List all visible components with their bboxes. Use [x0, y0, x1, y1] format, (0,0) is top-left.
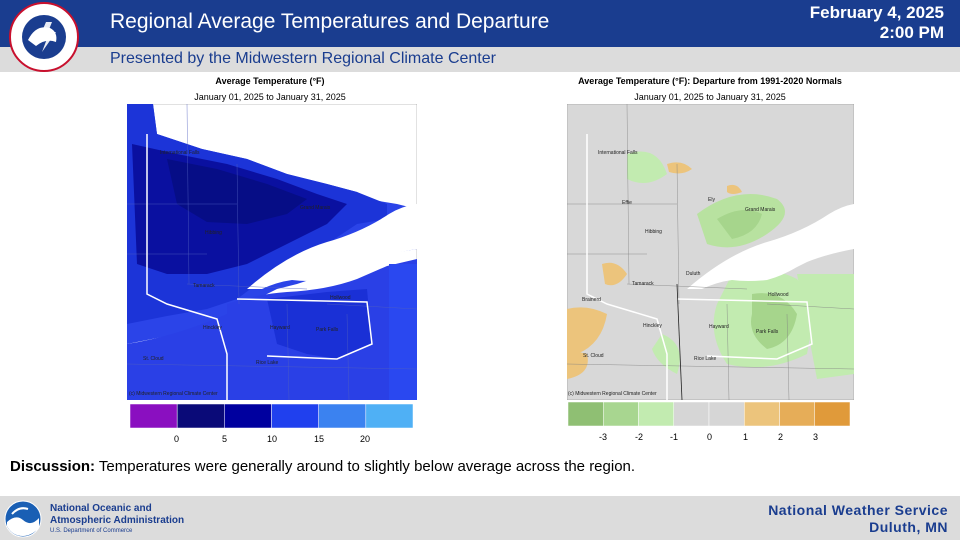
right-city-1: Effie: [622, 200, 632, 206]
date-text: February 4, 2025: [809, 3, 944, 22]
legend-swatch-1: [176, 404, 225, 428]
legend-swatch-2: [224, 404, 272, 428]
legend-swatch-3: [271, 404, 319, 428]
left-city-9: St. Cloud: [143, 356, 164, 362]
right-tick-6: 3: [813, 432, 819, 442]
legend-swatch-1: [603, 402, 639, 426]
legend-swatch-4: [708, 402, 745, 426]
right-city-12: St. Cloud: [583, 353, 604, 359]
left-city-10: Rice Lake: [256, 360, 279, 366]
right-tick-0: -3: [599, 432, 608, 442]
discussion-label: Discussion:: [10, 458, 96, 475]
right-map-title: Average Temperature (°F): Departure from…: [578, 76, 842, 86]
legend-swatch-3: [673, 402, 710, 426]
left-city-7: Park Falls: [316, 327, 339, 333]
left-city-5: Hinckley: [203, 325, 222, 331]
left-map: [127, 104, 417, 400]
right-tick-5: 2: [778, 432, 784, 442]
nws-logo: [9, 2, 79, 72]
subtitle: Presented by the Midwestern Regional Cli…: [110, 50, 496, 67]
page-title: Regional Average Temperatures and Depart…: [110, 10, 550, 33]
right-city-0: International Falls: [598, 150, 638, 156]
discussion: Discussion: Temperatures were generally …: [10, 458, 635, 475]
right-map-range: January 01, 2025 to January 31, 2025: [634, 92, 786, 102]
left-legend: [130, 404, 413, 428]
legend-swatch-0: [568, 402, 604, 426]
left-map-range: January 01, 2025 to January 31, 2025: [194, 92, 346, 102]
left-city-3: Hibbing: [205, 230, 222, 236]
noaa-line1: National Oceanic and: [50, 503, 152, 514]
right-city-11: Park Falls: [756, 329, 779, 335]
right-tick-2: -1: [670, 432, 679, 442]
left-map-title: Average Temperature (°F): [215, 76, 325, 86]
right-city-4: Hibbing: [645, 229, 662, 235]
legend-swatch-2: [638, 402, 674, 426]
left-city-6: Hayward: [270, 325, 290, 331]
legend-swatch-6: [779, 402, 815, 426]
noaa-line2: Atmospheric Administration: [50, 515, 185, 526]
right-city-9: Hayward: [709, 324, 729, 330]
left-map-credit: (c) Midwestern Regional Climate Center: [129, 391, 218, 397]
right-city-13: Rice Lake: [694, 356, 717, 362]
left-city-2: Grand Marais: [300, 205, 331, 211]
right-city-5: Duluth: [686, 271, 701, 277]
left-city-8: Hollwood: [330, 295, 351, 301]
noaa-logo: [4, 500, 42, 538]
left-tick-4: 20: [360, 434, 371, 444]
right-map-credit: (c) Midwestern Regional Climate Center: [568, 391, 657, 397]
subtitle-bar: [0, 47, 960, 72]
left-tick-3: 15: [314, 434, 325, 444]
left-city-0: International Falls: [160, 150, 200, 156]
left-city-4: Tamarack: [193, 283, 215, 289]
right-map: [567, 104, 854, 400]
right-city-7: Brainerd: [582, 297, 601, 303]
left-tick-1: 5: [222, 434, 228, 444]
legend-swatch-5: [744, 402, 780, 426]
right-tick-3: 0: [707, 432, 713, 442]
nws-line1: National Weather Service: [768, 502, 948, 518]
discussion-text: Temperatures were generally around to sl…: [95, 458, 636, 475]
left-tick-2: 10: [267, 434, 278, 444]
legend-swatch-5: [365, 404, 413, 428]
right-city-8: Hinckley: [643, 323, 662, 329]
right-city-6: Tamarack: [632, 281, 654, 287]
left-tick-0: 0: [174, 434, 180, 444]
legend-swatch-7: [814, 402, 850, 426]
header-bar: [0, 0, 960, 47]
right-city-2: Ely: [708, 197, 715, 203]
noaa-dept: U.S. Department of Commerce: [50, 528, 133, 534]
date-time: February 4, 2025 2:00 PM: [810, 3, 944, 43]
time-text: 2:00 PM: [879, 23, 944, 42]
footer-bar: [0, 496, 960, 540]
nws-line2: Duluth, MN: [869, 519, 948, 535]
noaa-name: National Oceanic and Atmospheric Adminis…: [50, 503, 184, 527]
right-city-10: Hollwood: [768, 292, 789, 298]
right-tick-4: 1: [743, 432, 749, 442]
right-city-3: Grand Marais: [745, 207, 776, 213]
right-legend: [568, 402, 850, 426]
legend-swatch-0: [130, 404, 178, 428]
legend-swatch-4: [318, 404, 367, 428]
right-tick-1: -2: [635, 432, 644, 442]
nws-office: National Weather Service Duluth, MN: [768, 502, 948, 536]
